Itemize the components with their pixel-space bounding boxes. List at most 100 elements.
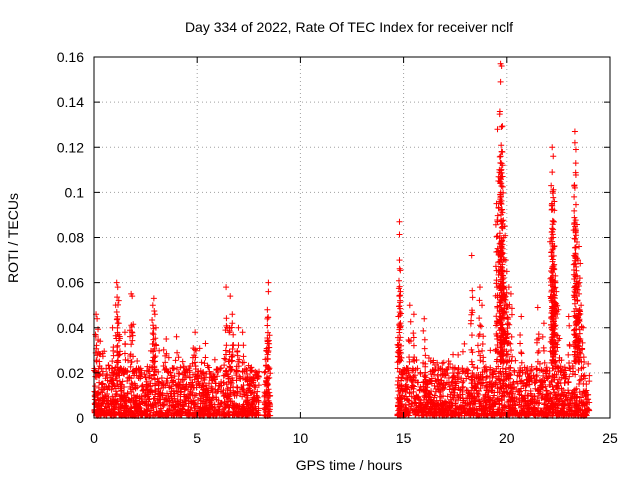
data-point [150,295,157,302]
data-point [394,334,401,341]
data-point [575,366,582,373]
data-point [498,142,505,149]
data-point [549,410,556,417]
data-point [565,411,572,418]
data-point [476,315,483,322]
data-point [499,209,506,216]
data-point [561,411,568,418]
data-point [402,367,409,374]
data-point [501,315,508,322]
data-point [151,311,158,318]
data-point [262,356,269,363]
x-tick-label: 5 [193,430,201,446]
data-point [492,380,499,387]
data-point [136,366,143,373]
data-point [496,230,503,237]
data-point [499,183,506,190]
data-point [511,405,518,412]
data-point [395,388,402,395]
data-point [157,389,164,396]
x-axis-title: GPS time / hours [296,457,403,473]
data-point [578,302,585,309]
data-point [459,348,466,355]
data-point [398,368,405,375]
data-point [431,382,438,389]
data-point [497,78,504,85]
data-point [190,411,197,418]
data-point [573,394,580,401]
data-point [402,405,409,412]
data-point [216,403,223,410]
data-point [129,293,136,300]
data-point [244,407,251,414]
data-point [165,409,172,416]
data-point [192,329,199,336]
data-point [420,327,427,334]
data-point [217,382,224,389]
data-point [191,371,198,378]
data-point [158,374,165,381]
data-point [468,332,475,339]
data-point [503,268,510,275]
data-point [133,367,139,374]
data-point [524,370,531,377]
data-point [114,342,121,349]
data-point [206,370,213,377]
data-point [171,395,178,402]
data-point [476,297,483,304]
data-point [502,334,509,341]
data-point [411,399,418,406]
data-point [468,252,475,259]
data-point [561,379,568,386]
data-point [96,351,103,358]
data-point [152,388,159,395]
data-point [505,372,512,379]
data-point [569,363,576,370]
data-point [152,380,159,387]
data-point [102,403,109,410]
data-point [255,373,262,380]
data-point [237,375,244,382]
data-point [543,367,550,374]
data-point [576,330,583,337]
data-point [468,358,475,365]
data-point [224,386,231,393]
data-point [208,400,215,407]
y-tick-label: 0.14 [57,94,84,110]
data-point [468,380,475,387]
data-point [222,390,229,397]
data-point [483,387,490,394]
data-point [536,367,543,374]
data-point [410,311,417,318]
data-point [407,318,414,325]
data-point [208,375,215,382]
data-point [161,366,168,373]
data-point [509,353,516,360]
data-point [483,402,490,409]
data-point [554,379,561,386]
data-point [189,392,196,399]
data-point [493,233,500,240]
data-point [394,377,401,384]
data-point [229,320,236,327]
data-point [426,390,433,397]
data-point [518,392,525,399]
data-point [487,366,494,373]
data-point [200,374,207,381]
data-point [94,315,101,322]
data-point [148,364,155,371]
data-point [185,397,192,404]
data-point [221,398,228,405]
data-point [559,408,566,415]
data-point [170,404,177,411]
y-tick-label: 0.08 [57,230,84,246]
data-point [504,358,511,365]
data-point [103,383,110,390]
data-point [237,390,244,397]
y-tick-label: 0.16 [57,49,84,65]
data-point [108,386,115,393]
data-point [221,362,228,369]
data-point [170,390,177,397]
data-point [491,389,498,396]
data-point [531,379,538,386]
